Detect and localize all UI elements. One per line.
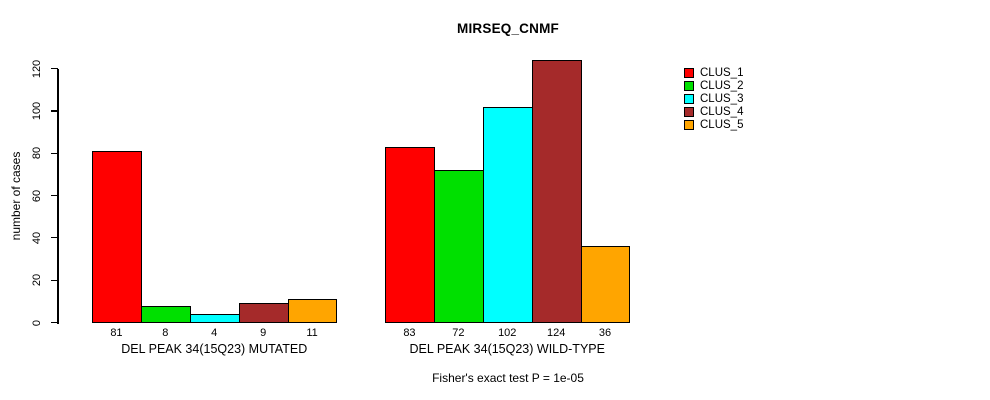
chart-title: MIRSEQ_CNMF [457, 21, 559, 36]
bar-value-label: 72 [452, 327, 465, 339]
legend-label: CLUS_1 [700, 66, 744, 79]
y-tick-label: 120 [31, 59, 43, 78]
group-label: DEL PEAK 34(15Q23) WILD-TYPE [409, 341, 605, 356]
bar-clus_2 [140, 305, 191, 324]
y-tick-label: 80 [31, 147, 43, 160]
bar-clus_4 [238, 303, 289, 324]
bar-clus_5 [580, 246, 631, 324]
y-tick-mark [50, 110, 58, 112]
legend-swatch-clus_2 [684, 80, 694, 91]
y-tick-mark [50, 68, 58, 70]
legend-item: CLUS_5 [684, 118, 743, 131]
bar-value-label: 4 [211, 327, 218, 339]
bar-value-label: 83 [403, 327, 416, 339]
legend-label: CLUS_3 [700, 92, 744, 105]
y-tick-label: 100 [31, 101, 43, 121]
y-tick-label: 20 [31, 274, 43, 287]
bar-value-label: 8 [162, 327, 169, 339]
bar-value-label: 81 [110, 327, 123, 339]
legend-swatch-clus_5 [684, 119, 694, 130]
y-tick-mark [50, 195, 58, 197]
bar-value-label: 102 [498, 327, 517, 339]
bar-clus_3 [189, 314, 240, 324]
y-tick-label: 0 [31, 319, 43, 326]
legend-swatch-clus_4 [684, 106, 694, 117]
y-tick-mark [50, 279, 58, 281]
bar-clus_5 [287, 299, 338, 324]
fisher-test-note: Fisher's exact test P = 1e-05 [432, 371, 584, 385]
bar-clus_3 [482, 106, 533, 324]
y-axis-line [57, 68, 59, 324]
y-tick-mark [50, 237, 58, 239]
bar-clus_4 [531, 60, 582, 324]
bar-value-label: 11 [306, 327, 318, 339]
legend-item: CLUS_2 [684, 79, 743, 92]
legend-swatch-clus_3 [684, 93, 694, 104]
legend-item: CLUS_3 [684, 92, 743, 105]
legend-label: CLUS_4 [700, 105, 744, 118]
bar-value-label: 36 [598, 327, 612, 339]
y-tick-label: 60 [31, 189, 43, 202]
bar-value-label: 9 [260, 327, 267, 339]
group-label: DEL PEAK 34(15Q23) MUTATED [121, 341, 308, 356]
legend-label: CLUS_5 [700, 118, 744, 131]
bar-clus_1 [92, 151, 142, 324]
legend-swatch-clus_1 [684, 67, 694, 78]
legend: CLUS_1 CLUS_2 CLUS_3 CLUS_4 CLUS_5 [684, 66, 743, 131]
legend-label: CLUS_2 [700, 79, 744, 92]
y-tick-mark [50, 321, 58, 324]
y-tick-label: 40 [31, 231, 43, 245]
bar-clus_2 [433, 170, 484, 324]
bar-clus_1 [385, 146, 435, 324]
legend-item: CLUS_1 [684, 66, 743, 79]
legend-item: CLUS_4 [684, 105, 743, 118]
bar-value-label: 124 [546, 327, 566, 339]
y-tick-mark [50, 152, 58, 154]
